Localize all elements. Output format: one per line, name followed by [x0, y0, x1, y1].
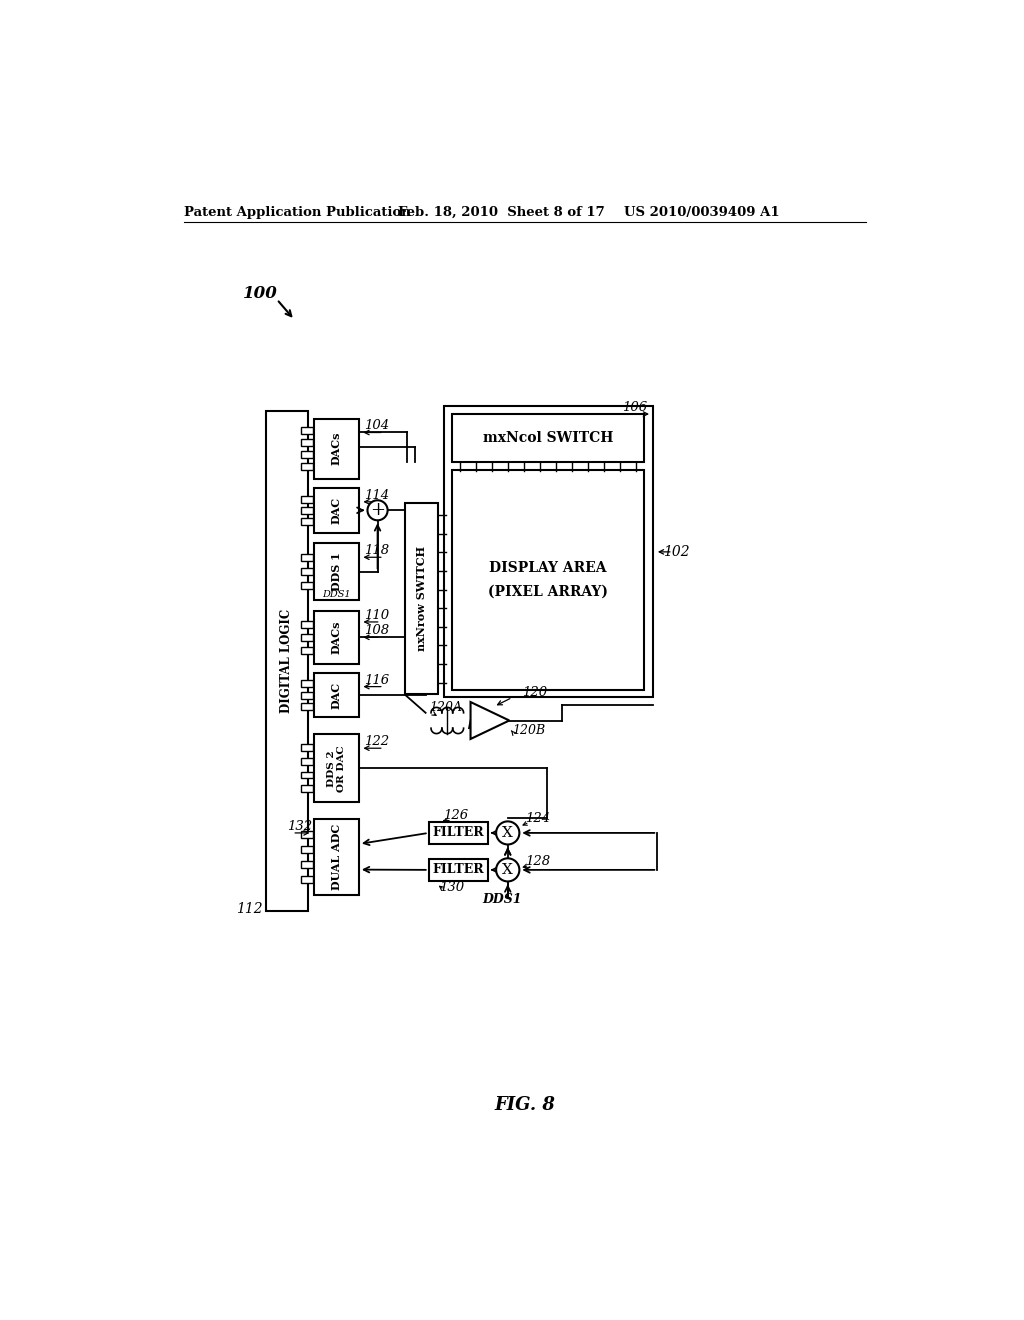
- Text: Patent Application Publication: Patent Application Publication: [183, 206, 411, 219]
- Text: 110: 110: [364, 609, 389, 622]
- Bar: [301, 846, 313, 853]
- Bar: [314, 544, 359, 599]
- Text: 122: 122: [364, 735, 389, 748]
- Text: 108: 108: [364, 624, 389, 638]
- Bar: [301, 554, 313, 561]
- Text: 112: 112: [237, 903, 263, 916]
- Text: DDS 1: DDS 1: [331, 552, 342, 591]
- Text: 124: 124: [524, 812, 550, 825]
- Text: 132: 132: [288, 820, 312, 833]
- Text: X: X: [503, 863, 513, 876]
- Text: FILTER: FILTER: [432, 863, 484, 876]
- Text: DAC: DAC: [331, 496, 342, 524]
- Text: 100: 100: [243, 285, 278, 302]
- Bar: [452, 414, 644, 462]
- Bar: [314, 673, 359, 718]
- Text: DDS 2
OR DAC: DDS 2 OR DAC: [327, 744, 346, 792]
- Circle shape: [496, 821, 519, 845]
- Text: DUAL ADC: DUAL ADC: [331, 824, 342, 890]
- Text: DISPLAY AREA: DISPLAY AREA: [489, 561, 607, 576]
- Text: Feb. 18, 2010  Sheet 8 of 17: Feb. 18, 2010 Sheet 8 of 17: [397, 206, 604, 219]
- Bar: [314, 488, 359, 533]
- Bar: [301, 861, 313, 867]
- Text: DIGITAL LOGIC: DIGITAL LOGIC: [281, 609, 293, 713]
- Bar: [314, 418, 359, 479]
- Bar: [301, 428, 313, 434]
- Bar: [301, 876, 313, 883]
- Text: X: X: [503, 826, 513, 840]
- Text: 114: 114: [364, 488, 389, 502]
- Bar: [301, 634, 313, 640]
- Bar: [301, 568, 313, 576]
- Text: 126: 126: [442, 809, 468, 822]
- Bar: [266, 411, 308, 911]
- Bar: [429, 822, 487, 843]
- Text: 118: 118: [364, 544, 389, 557]
- Bar: [301, 451, 313, 458]
- Text: US 2010/0039409 A1: US 2010/0039409 A1: [624, 206, 779, 219]
- Text: 106: 106: [623, 401, 647, 414]
- Text: mxNcol SWITCH: mxNcol SWITCH: [483, 430, 613, 445]
- Text: 120B: 120B: [512, 725, 546, 738]
- Text: (PIXEL ARRAY): (PIXEL ARRAY): [488, 585, 608, 598]
- Polygon shape: [471, 702, 509, 739]
- Bar: [301, 517, 313, 525]
- Bar: [301, 440, 313, 446]
- Bar: [452, 470, 644, 689]
- Text: DACs: DACs: [331, 620, 342, 655]
- Text: DACs: DACs: [331, 432, 342, 466]
- Bar: [429, 859, 487, 880]
- Text: FILTER: FILTER: [432, 826, 484, 840]
- Bar: [301, 830, 313, 838]
- Text: 102: 102: [663, 545, 689, 558]
- Bar: [301, 785, 313, 792]
- Bar: [301, 582, 313, 589]
- Bar: [444, 407, 653, 697]
- Bar: [301, 507, 313, 513]
- Bar: [301, 692, 313, 698]
- Bar: [301, 463, 313, 470]
- Text: 116: 116: [364, 673, 389, 686]
- Text: +: +: [370, 502, 385, 519]
- Text: 104: 104: [364, 420, 389, 433]
- Bar: [314, 818, 359, 895]
- Bar: [301, 681, 313, 688]
- Text: DDS1: DDS1: [323, 590, 351, 599]
- Circle shape: [368, 500, 388, 520]
- Text: DDS1: DDS1: [482, 892, 521, 906]
- Bar: [301, 744, 313, 751]
- Text: 130: 130: [439, 882, 465, 895]
- Text: FIG. 8: FIG. 8: [495, 1096, 555, 1114]
- Bar: [406, 503, 438, 694]
- Bar: [314, 734, 359, 803]
- Text: 128: 128: [524, 855, 550, 869]
- Text: DAC: DAC: [331, 681, 342, 709]
- Text: 120: 120: [521, 686, 547, 698]
- Bar: [314, 611, 359, 664]
- Bar: [301, 647, 313, 653]
- Bar: [301, 496, 313, 503]
- Text: nxNrow SWITCH: nxNrow SWITCH: [416, 546, 427, 651]
- Bar: [301, 772, 313, 779]
- Bar: [301, 758, 313, 764]
- Bar: [301, 702, 313, 710]
- Circle shape: [496, 858, 519, 882]
- Bar: [301, 620, 313, 628]
- Text: 120A: 120A: [429, 701, 462, 714]
